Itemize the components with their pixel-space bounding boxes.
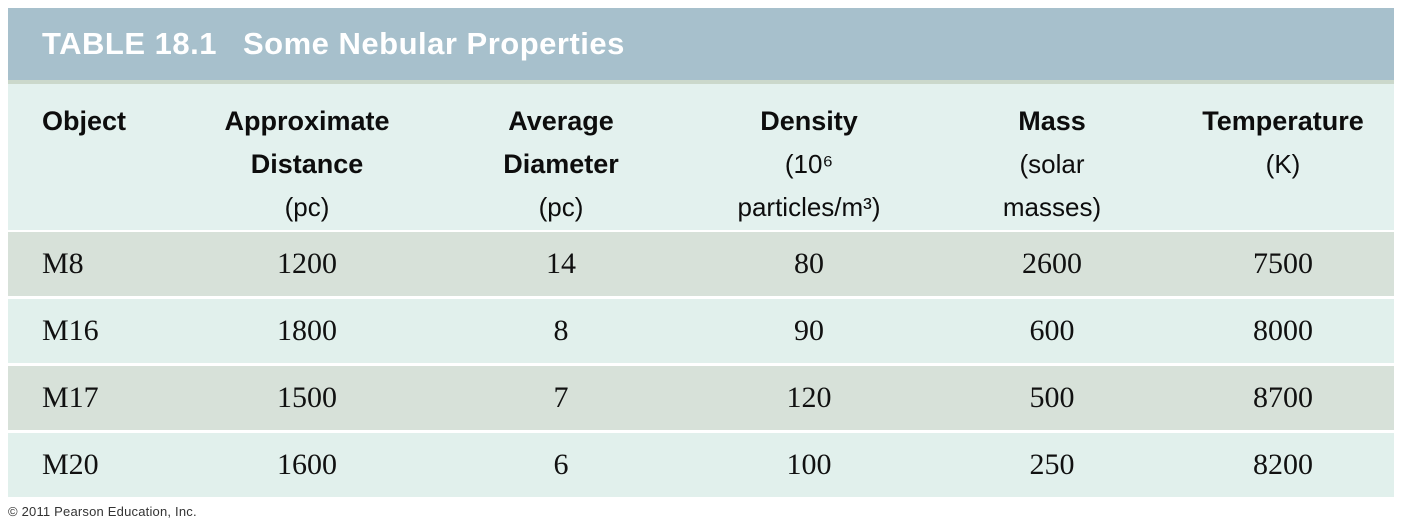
column-header-object: Object xyxy=(8,84,178,230)
cell-mass: 250 xyxy=(932,430,1172,497)
table-row-m17: M17 1500 7 120 500 8700 xyxy=(8,363,1394,430)
cell-density: 90 xyxy=(686,296,932,363)
cell-diameter: 6 xyxy=(436,430,686,497)
column-header-density: Density (10⁶ particles/m³) xyxy=(686,84,932,230)
column-header-unit: masses) xyxy=(1002,192,1102,222)
cell-distance: 1600 xyxy=(178,430,436,497)
table-title-bar: TABLE 18.1 Some Nebular Properties xyxy=(8,8,1394,80)
cell-object: M17 xyxy=(8,363,178,430)
cell-diameter: 8 xyxy=(436,296,686,363)
column-header-label: Average Diameter xyxy=(503,106,619,179)
column-header-label: Density xyxy=(760,106,858,136)
cell-temperature: 8200 xyxy=(1172,430,1394,497)
column-header-mass: Mass (solar masses) xyxy=(932,84,1172,230)
table-figure: TABLE 18.1 Some Nebular Properties Objec… xyxy=(8,8,1394,497)
table-row-m16: M16 1800 8 90 600 8000 xyxy=(8,296,1394,363)
column-header-diameter: Average Diameter (pc) xyxy=(436,84,686,230)
cell-mass: 600 xyxy=(932,296,1172,363)
cell-density: 80 xyxy=(686,230,932,296)
table-title: Some Nebular Properties xyxy=(242,26,625,61)
nebular-properties-table: Object Approximate Distance (pc) Average… xyxy=(8,84,1394,497)
column-header-unit: (10⁶ xyxy=(784,149,834,179)
table-row-m20: M20 1600 6 100 250 8200 xyxy=(8,430,1394,497)
column-header-unit: (pc) xyxy=(284,192,330,222)
column-header-unit: (pc) xyxy=(538,192,584,222)
cell-distance: 1800 xyxy=(178,296,436,363)
table-header-row: Object Approximate Distance (pc) Average… xyxy=(8,84,1394,230)
column-header-unit: (solar xyxy=(1019,149,1085,179)
column-header-temperature: Temperature (K) xyxy=(1172,84,1394,230)
cell-density: 120 xyxy=(686,363,932,430)
column-header-label: Temperature xyxy=(1202,106,1364,136)
cell-object: M8 xyxy=(8,230,178,296)
cell-temperature: 8700 xyxy=(1172,363,1394,430)
cell-distance: 1500 xyxy=(178,363,436,430)
cell-diameter: 14 xyxy=(436,230,686,296)
cell-object: M16 xyxy=(8,296,178,363)
cell-mass: 2600 xyxy=(932,230,1172,296)
cell-density: 100 xyxy=(686,430,932,497)
table-row-m8: M8 1200 14 80 2600 7500 xyxy=(8,230,1394,296)
cell-distance: 1200 xyxy=(178,230,436,296)
column-header-label: Object xyxy=(42,106,127,136)
cell-temperature: 7500 xyxy=(1172,230,1394,296)
column-header-label: Mass xyxy=(1018,106,1086,136)
cell-diameter: 7 xyxy=(436,363,686,430)
title-separator-strip xyxy=(8,80,1394,84)
column-header-unit: particles/m³) xyxy=(737,192,881,222)
cell-object: M20 xyxy=(8,430,178,497)
column-header-unit: (K) xyxy=(1265,149,1301,179)
table-number-label: TABLE 18.1 xyxy=(42,26,217,61)
column-header-label: Approximate Distance xyxy=(224,106,390,179)
cell-temperature: 8000 xyxy=(1172,296,1394,363)
cell-mass: 500 xyxy=(932,363,1172,430)
copyright-notice: © 2011 Pearson Education, Inc. xyxy=(8,504,197,519)
column-header-distance: Approximate Distance (pc) xyxy=(178,84,436,230)
